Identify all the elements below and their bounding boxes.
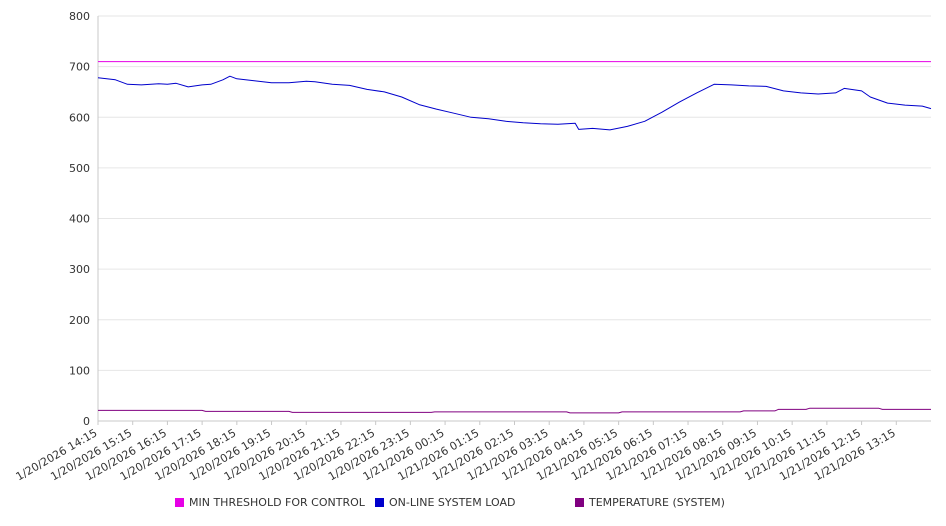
y-tick-label-600: 600 (69, 111, 90, 124)
series-line-temperature-system (98, 407, 931, 414)
legend-label-temperature: TEMPERATURE (SYSTEM) (589, 496, 725, 509)
y-tick-label-500: 500 (69, 162, 90, 175)
legend-item-min-threshold[interactable]: MIN THRESHOLD FOR CONTROL (175, 496, 365, 509)
y-tick-label-100: 100 (69, 364, 90, 377)
y-tick-label-200: 200 (69, 314, 90, 327)
legend-item-temperature[interactable]: TEMPERATURE (SYSTEM) (575, 496, 725, 509)
grid-lines (98, 15, 931, 422)
y-tick-label-300: 300 (69, 263, 90, 276)
y-axis-ticks: 0 100 200 300 400 500 600 700 800 (69, 10, 90, 428)
y-tick-label-700: 700 (69, 61, 90, 74)
series-lines (97, 61, 932, 414)
legend-swatch-min-threshold (175, 498, 184, 507)
legend-swatch-system-load (375, 498, 384, 507)
y-tick-label-800: 800 (69, 10, 90, 23)
x-axis-ticks: 1/20/2026 14:151/20/2026 15:151/20/2026 … (14, 426, 898, 483)
legend-label-min-threshold: MIN THRESHOLD FOR CONTROL (189, 496, 365, 509)
y-tick-label-0: 0 (83, 415, 90, 428)
legend-label-system-load: ON-LINE SYSTEM LOAD (389, 496, 516, 509)
legend-item-system-load[interactable]: ON-LINE SYSTEM LOAD (375, 496, 515, 509)
legend-swatch-temperature (575, 498, 584, 507)
y-tick-label-400: 400 (69, 213, 90, 226)
series-line-on-line-system-load (97, 75, 932, 131)
axes (97, 16, 931, 425)
chart-legend: MIN THRESHOLD FOR CONTROL ON-LINE SYSTEM… (0, 496, 946, 516)
